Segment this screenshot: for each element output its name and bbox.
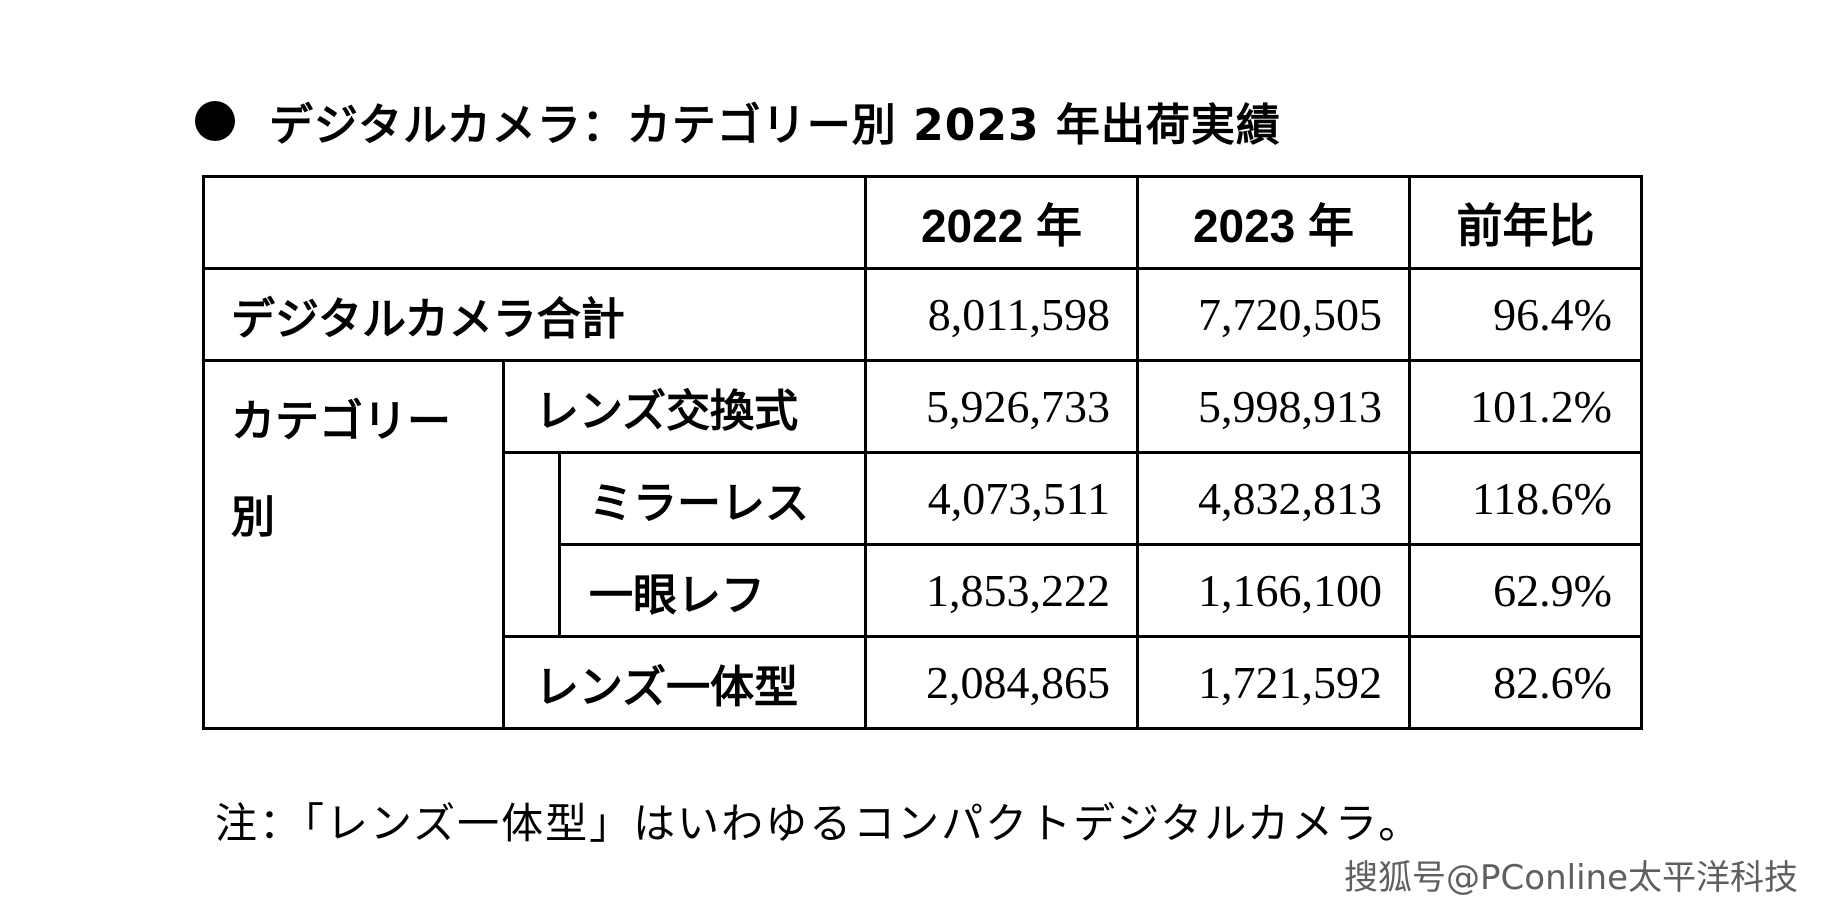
indent-spacer [502, 452, 561, 638]
slr-label: 一眼レフ [558, 543, 867, 638]
table-row-interchangeable: カテゴリー 別 レンズ交換式 5,926,733 5,998,913 101.2… [202, 359, 1643, 730]
category-label-line1: カテゴリー [231, 396, 451, 447]
fixed-lens-yoy: 82.6% [1408, 635, 1643, 730]
fixed-lens-label: レンズ一体型 [502, 635, 867, 730]
footnote: 注：「レンズ一体型」はいわゆるコンパクトデジタルカメラ。 [215, 799, 1423, 848]
table-header-row: 2022 年 2023 年 前年比 [202, 175, 1643, 270]
total-yoy: 96.4% [1408, 267, 1643, 362]
interchangeable-yoy: 101.2% [1408, 359, 1643, 454]
category-label-cell: カテゴリー 別 [202, 359, 505, 730]
fixed-lens-2023: 1,721,592 [1136, 635, 1411, 730]
interchangeable-2023: 5,998,913 [1136, 359, 1411, 454]
total-2022: 8,011,598 [864, 267, 1139, 362]
mirrorless-label: ミラーレス [558, 451, 867, 546]
total-label: デジタルカメラ合計 [202, 267, 867, 362]
header-empty-cell [202, 175, 867, 270]
watermark: 搜狐号@PConline太平洋科技 [1344, 858, 1798, 898]
table-row-fixed-lens: レンズ一体型 2,084,865 1,721,592 82.6% [204, 635, 1643, 730]
table-row-total: デジタルカメラ合計 8,011,598 7,720,505 96.4% [202, 267, 1643, 362]
category-label-line2: 別 [231, 492, 275, 543]
shipment-table: 2022 年 2023 年 前年比 デジタルカメラ合計 8,011,598 7,… [202, 175, 1643, 730]
title-text: デジタルカメラ：カテゴリー別 2023 年出荷実績 [269, 100, 1281, 151]
header-yoy: 前年比 [1408, 175, 1643, 270]
interchangeable-label: レンズ交換式 [502, 359, 867, 454]
header-2023: 2023 年 [1136, 175, 1411, 270]
slr-yoy: 62.9% [1408, 543, 1643, 638]
mirrorless-2022: 4,073,511 [864, 451, 1139, 546]
table-row-slr: 一眼レフ 1,853,222 1,166,100 62.9% [204, 543, 1643, 638]
bullet-icon [195, 101, 235, 141]
total-2023: 7,720,505 [1136, 267, 1411, 362]
interchangeable-2022: 5,926,733 [864, 359, 1139, 454]
document-title: デジタルカメラ：カテゴリー別 2023 年出荷実績 [195, 88, 1281, 154]
slr-2023: 1,166,100 [1136, 543, 1411, 638]
mirrorless-2023: 4,832,813 [1136, 451, 1411, 546]
slr-2022: 1,853,222 [864, 543, 1139, 638]
header-2022: 2022 年 [864, 175, 1139, 270]
mirrorless-yoy: 118.6% [1408, 451, 1643, 546]
fixed-lens-2022: 2,084,865 [864, 635, 1139, 730]
table-row-mirrorless: ミラーレス 4,073,511 4,832,813 118.6% [204, 451, 1643, 638]
